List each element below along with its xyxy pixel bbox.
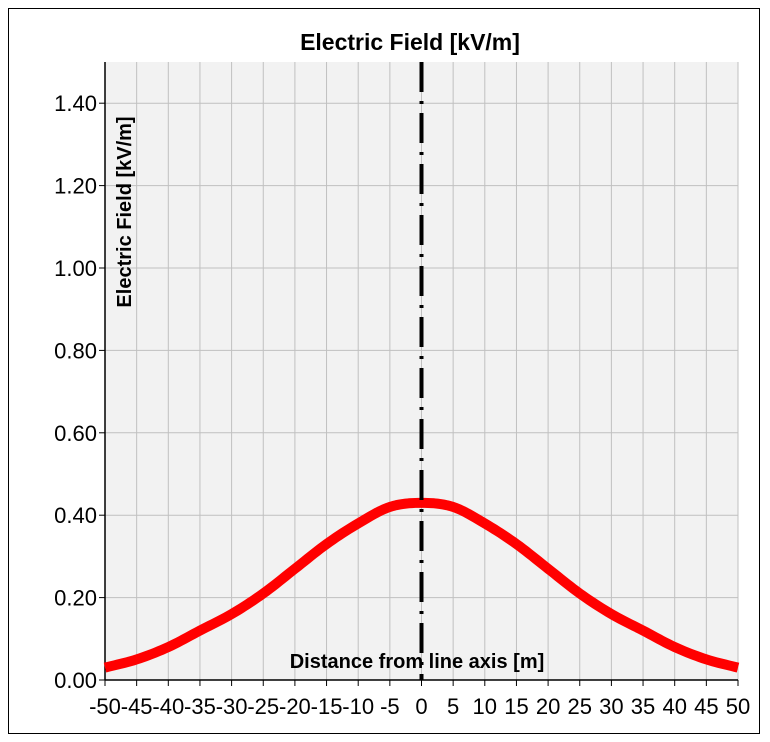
x-tick-label: -5: [380, 694, 400, 719]
y-tick-label: 1.00: [54, 256, 97, 281]
x-tick-label: 30: [599, 694, 623, 719]
x-tick-label: -10: [342, 694, 374, 719]
x-tick-label: 35: [631, 694, 655, 719]
x-tick-label: 0: [415, 694, 427, 719]
x-tick-label: -20: [279, 694, 311, 719]
y-tick-labels: 0.00 0.20 0.40 0.60 0.80 1.00 1.20 1.40: [54, 91, 97, 693]
y-axis-label: Electric Field [kV/m]: [114, 116, 136, 307]
x-tick-label: 20: [536, 694, 560, 719]
x-tick-label: 40: [662, 694, 686, 719]
grid: [105, 62, 739, 680]
y-tick-label: 0.20: [54, 586, 97, 611]
x-tick-labels: -50 -45 -40 -35 -30 -25 -20 -15 -10 -5 0 5 10 15 20 25 3…: [89, 694, 750, 719]
x-tick-label: -15: [311, 694, 343, 719]
y-tick-label: 1.40: [54, 91, 97, 116]
x-tick-label: -35: [184, 694, 216, 719]
x-tick-label: 15: [504, 694, 528, 719]
chart-title: Electric Field [kV/m]: [300, 29, 520, 55]
x-tick-label: 25: [568, 694, 592, 719]
y-tick-label: 0.40: [54, 503, 97, 528]
x-tick-label: -50: [89, 694, 121, 719]
x-tick-label: -30: [216, 694, 248, 719]
x-tick-label: -45: [121, 694, 153, 719]
y-tick-label: 0.60: [54, 421, 97, 446]
y-tick-label: 0.80: [54, 338, 97, 363]
x-tick-label: -40: [152, 694, 184, 719]
x-tick-label: 10: [473, 694, 497, 719]
x-axis-label: Distance from line axis [m]: [290, 651, 545, 673]
x-tick-label: 5: [447, 694, 459, 719]
x-tick-label: -25: [247, 694, 279, 719]
y-tick-label: 1.20: [54, 174, 97, 199]
electric-field-curve: [103, 497, 740, 673]
y-tick-label: 0.00: [54, 668, 97, 693]
x-tick-label: 50: [726, 694, 750, 719]
x-tick-label: 45: [694, 694, 718, 719]
series-group: [103, 497, 740, 673]
